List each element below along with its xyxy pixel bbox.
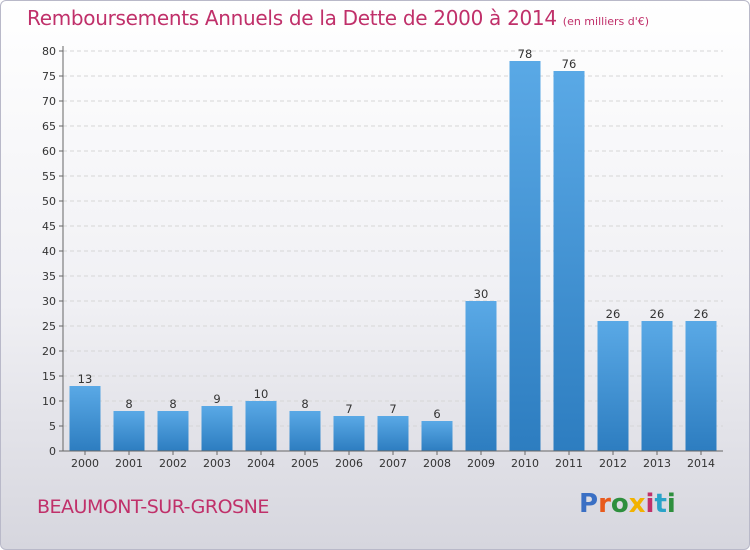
- bar: [377, 416, 409, 451]
- bar: [641, 321, 673, 451]
- x-tick-label: 2011: [555, 457, 583, 470]
- bar: [465, 301, 497, 451]
- x-tick-label: 2012: [599, 457, 627, 470]
- logo-letter: r: [598, 489, 611, 519]
- y-tick-label: 5: [49, 420, 56, 433]
- x-tick-label: 2010: [511, 457, 539, 470]
- y-tick-label: 60: [42, 145, 56, 158]
- bar: [509, 61, 541, 451]
- data-label: 6: [433, 407, 440, 421]
- y-tick-label: 55: [42, 170, 56, 183]
- data-label: 26: [650, 307, 665, 321]
- y-tick-label: 40: [42, 245, 56, 258]
- bar: [333, 416, 365, 451]
- data-label: 7: [389, 402, 396, 416]
- data-label: 8: [169, 397, 176, 411]
- bar: [201, 406, 233, 451]
- bar: [597, 321, 629, 451]
- logo-letter: i: [645, 489, 655, 519]
- logo-letter: x: [628, 489, 646, 519]
- y-tick-label: 50: [42, 195, 56, 208]
- chart-subtitle: (en milliers d'€): [562, 15, 650, 28]
- x-tick-label: 2003: [203, 457, 231, 470]
- y-tick-label: 15: [42, 370, 56, 383]
- data-label: 9: [213, 392, 220, 406]
- logo-letter: P: [579, 489, 599, 519]
- x-tick-label: 2004: [247, 457, 275, 470]
- x-tick-label: 2013: [643, 457, 671, 470]
- y-tick-label: 70: [42, 95, 56, 108]
- y-tick-label: 20: [42, 345, 56, 358]
- bar: [157, 411, 189, 451]
- logo-letter: o: [610, 489, 629, 519]
- x-tick-label: 2008: [423, 457, 451, 470]
- data-label: 26: [606, 307, 621, 321]
- commune-name: BEAUMONT-SUR-GROSNE: [37, 496, 269, 518]
- proxiti-logo: Proxiti: [579, 489, 676, 519]
- data-label: 13: [78, 372, 93, 386]
- x-tick-label: 2000: [71, 457, 99, 470]
- data-label: 76: [562, 57, 577, 71]
- chart-title-main: Remboursements Annuels de la Dette de 20…: [27, 6, 557, 30]
- x-tick-label: 2007: [379, 457, 407, 470]
- y-tick-label: 75: [42, 70, 56, 83]
- x-tick-label: 2002: [159, 457, 187, 470]
- y-tick-label: 30: [42, 295, 56, 308]
- y-tick-label: 45: [42, 220, 56, 233]
- y-tick-label: 0: [49, 445, 56, 458]
- y-tick-label: 25: [42, 320, 56, 333]
- bar: [553, 71, 585, 451]
- x-tick-label: 2005: [291, 457, 319, 470]
- y-tick-label: 35: [42, 270, 56, 283]
- data-label: 7: [345, 402, 352, 416]
- bar: [245, 401, 277, 451]
- logo-letter: i: [666, 489, 676, 519]
- grid-layer: [63, 50, 723, 427]
- data-label: 26: [694, 307, 709, 321]
- bar: [421, 421, 453, 451]
- data-label: 10: [254, 387, 269, 401]
- y-tick-label: 80: [42, 45, 56, 58]
- chart-title: Remboursements Annuels de la Dette de 20…: [27, 6, 649, 30]
- bar: [113, 411, 145, 451]
- data-label: 30: [474, 287, 489, 301]
- y-tick-label: 65: [42, 120, 56, 133]
- bar: [289, 411, 321, 451]
- x-tick-label: 2009: [467, 457, 495, 470]
- data-label: 78: [518, 47, 533, 61]
- axis-layer: 0 5 10 15 20 25 30 35 40 45 50 55 60 65 70 75 80 2000 2001…: [42, 45, 723, 470]
- x-tick-label: 2014: [687, 457, 715, 470]
- data-label: 8: [125, 397, 132, 411]
- bar: [69, 386, 101, 451]
- y-tick-label: 10: [42, 395, 56, 408]
- x-tick-label: 2001: [115, 457, 143, 470]
- data-label: 8: [301, 397, 308, 411]
- logo-letter: t: [654, 489, 667, 519]
- bar: [685, 321, 717, 451]
- x-tick-label: 2006: [335, 457, 363, 470]
